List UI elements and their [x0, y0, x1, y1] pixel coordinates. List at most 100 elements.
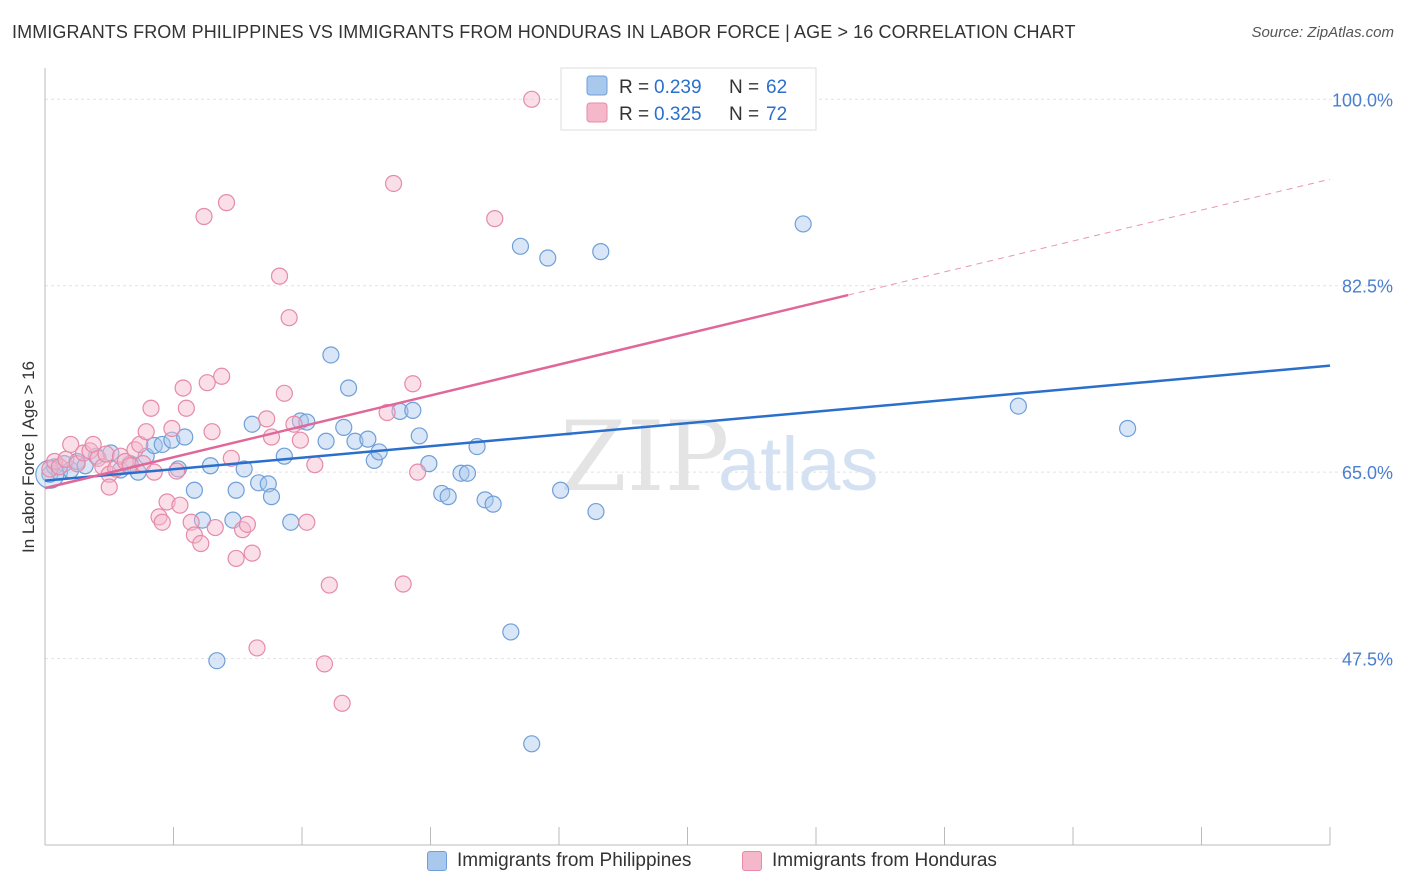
legend-label-philippines: Immigrants from Philippines: [457, 850, 692, 871]
data-point-philippines: [339, 379, 358, 397]
data-point-honduras: [409, 463, 427, 481]
data-point-philippines: [452, 464, 470, 482]
axes: [44, 68, 1331, 846]
trend-line-philippines: [44, 364, 1331, 482]
legend-r-value-blue: 0.239: [654, 77, 702, 98]
data-point-honduras: [62, 435, 80, 454]
data-point-philippines: [359, 430, 377, 448]
data-point-honduras: [523, 90, 541, 108]
trend-line-honduras-extension: [848, 178, 1331, 296]
data-point-honduras: [126, 441, 144, 459]
legend-r-label-pink: R =: [619, 104, 649, 125]
data-point-philippines: [185, 481, 203, 499]
data-point-honduras: [142, 399, 160, 417]
data-point-honduras: [404, 375, 422, 393]
data-point-honduras: [333, 694, 351, 712]
data-point-honduras: [394, 575, 412, 593]
data-point-philippines: [592, 243, 610, 261]
legend-item-philippines: Immigrants from Philippines: [427, 850, 691, 872]
data-point-philippines: [227, 481, 245, 499]
data-point-philippines: [484, 495, 502, 513]
legend-bottom: Immigrants from Philippines Immigrants f…: [0, 850, 1406, 880]
data-point-honduras: [291, 431, 309, 449]
data-point-honduras: [153, 513, 171, 531]
data-point-honduras: [158, 493, 176, 511]
data-point-honduras: [137, 423, 155, 441]
data-point-honduras: [275, 384, 293, 402]
y-tick-label: 47.5%: [1342, 650, 1393, 670]
watermark-zip: ZIP: [560, 401, 729, 513]
data-point-philippines: [153, 435, 171, 454]
data-point-philippines: [476, 491, 494, 509]
data-point-philippines: [346, 432, 364, 450]
trend-line-honduras: [44, 293, 849, 490]
data-point-philippines: [282, 513, 300, 531]
data-point-honduras: [320, 576, 338, 594]
data-point-philippines: [335, 418, 353, 437]
data-point-philippines: [410, 427, 428, 445]
watermark: ZIP atlas: [560, 401, 879, 513]
series-philippines-points: [35, 215, 1137, 753]
data-point-honduras: [298, 513, 316, 531]
chart-title: IMMIGRANTS FROM PHILIPPINES VS IMMIGRANT…: [12, 22, 1076, 42]
data-point-honduras: [227, 549, 245, 568]
data-point-honduras: [315, 655, 334, 673]
data-point-honduras: [222, 449, 240, 467]
data-point-philippines: [552, 481, 570, 499]
data-point-philippines: [322, 346, 340, 364]
data-point-philippines-cluster: [35, 459, 65, 489]
data-point-honduras: [306, 456, 324, 474]
data-point-honduras: [185, 526, 203, 544]
y-tick-label: 65.0%: [1342, 463, 1393, 483]
legend-swatch-pink: [586, 102, 608, 123]
data-point-honduras: [198, 374, 216, 392]
y-tick-label: 82.5%: [1342, 277, 1393, 297]
data-point-honduras: [486, 210, 504, 228]
data-point-honduras: [203, 423, 221, 441]
data-point-philippines: [587, 502, 605, 521]
data-point-philippines: [1009, 397, 1027, 415]
legend-n-value-pink: 72: [766, 104, 787, 125]
data-point-philippines: [458, 464, 477, 482]
data-point-honduras: [97, 445, 115, 463]
data-point-honduras: [192, 534, 210, 553]
grid-lines: [45, 98, 1392, 660]
data-point-philippines: [163, 431, 181, 449]
legend-swatch-blue: [586, 75, 608, 96]
legend-top: R = 0.239 N = 62 R = 0.325 N = 72: [560, 67, 817, 131]
scatter-chart: ZIP atlas 47.5%65.0%82.5%100.0%0.0%80.0%…: [19, 67, 1393, 846]
data-point-honduras: [89, 449, 107, 467]
data-point-philippines: [794, 215, 812, 233]
data-point-honduras: [238, 515, 256, 533]
legend-n-label-pink: N =: [729, 104, 759, 125]
legend-r-value-pink: 0.325: [654, 104, 702, 125]
data-point-philippines: [439, 488, 457, 506]
data-point-honduras: [258, 410, 276, 428]
data-point-honduras: [171, 496, 189, 514]
data-point-philippines: [317, 432, 335, 450]
series-honduras-points: [41, 90, 541, 712]
data-point-philippines: [176, 428, 194, 446]
legend-label-honduras: Immigrants from Honduras: [772, 850, 997, 871]
data-point-philippines: [235, 460, 253, 478]
data-point-honduras: [280, 309, 298, 327]
watermark-atlas: atlas: [718, 422, 879, 507]
data-point-philippines: [1119, 419, 1137, 438]
data-point-philippines: [502, 623, 520, 641]
data-point-honduras: [384, 174, 403, 193]
data-point-philippines: [243, 415, 261, 433]
data-point-honduras: [217, 194, 236, 212]
tick-labels: 47.5%65.0%82.5%100.0%0.0%80.0%: [1332, 90, 1393, 670]
data-point-honduras: [168, 462, 186, 480]
data-point-honduras: [174, 379, 192, 397]
legend-swatch-philippines: [427, 851, 447, 871]
data-point-honduras: [68, 455, 86, 473]
data-point-philippines: [259, 475, 277, 493]
data-point-honduras: [270, 267, 289, 285]
data-point-honduras: [213, 367, 231, 385]
data-point-philippines: [262, 488, 281, 506]
data-point-philippines: [208, 652, 226, 670]
trend-lines: [44, 178, 1331, 490]
data-point-philippines: [404, 401, 422, 419]
data-point-honduras: [100, 478, 118, 496]
